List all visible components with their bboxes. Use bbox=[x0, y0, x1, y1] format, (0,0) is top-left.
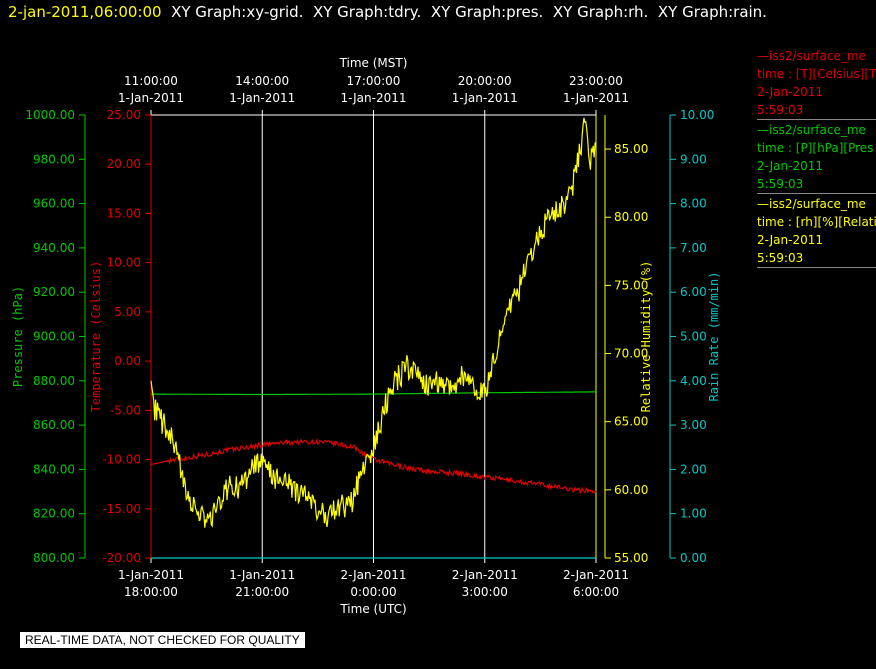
pressure-tick-label: 800.00 bbox=[33, 551, 75, 565]
rain-tick-label: 6.00 bbox=[680, 285, 707, 299]
rain-tick-label: 9.00 bbox=[680, 152, 707, 166]
graph-tab-pres[interactable]: XY Graph:pres. bbox=[430, 3, 544, 21]
top-tick-label-date: 1-Jan-2011 bbox=[452, 91, 518, 105]
temperature-series-line bbox=[150, 437, 597, 495]
graph-header: 2-jan-2011,06:00:00 XY Graph:xy-grid. XY… bbox=[8, 3, 767, 21]
pressure-tick-label: 840.00 bbox=[33, 462, 75, 476]
legend-entry-humidity[interactable]: —iss2/surface_me time : [rh][%][Relati 2… bbox=[757, 195, 876, 268]
pressure-tick-label: 860.00 bbox=[33, 418, 75, 432]
pressure-tick-label: 980.00 bbox=[33, 152, 75, 166]
temperature-tick-label: -15.00 bbox=[102, 502, 141, 516]
top-tick-label-date: 1-Jan-2011 bbox=[563, 91, 629, 105]
x-tick-label-time: 18:00:00 bbox=[124, 585, 178, 599]
legend-entry-pressure[interactable]: —iss2/surface_me time : [P][hPa][Pres 2-… bbox=[757, 121, 876, 194]
humidity-tick-label: 60.00 bbox=[614, 483, 648, 497]
rain-tick-label: 10.00 bbox=[680, 108, 714, 122]
top-axis-title: Time (MST) bbox=[339, 56, 408, 70]
humidity-axis-title: Relative Humidity (%) bbox=[639, 261, 653, 413]
pressure-tick-label: 900.00 bbox=[33, 330, 75, 344]
legend-time: 5:59:03 bbox=[757, 177, 804, 191]
top-tick-label-time: 23:00:00 bbox=[569, 74, 623, 88]
legend-line-label: —iss2/surface_me bbox=[757, 123, 866, 137]
temperature-axis-title: Temperature (Celsius) bbox=[89, 261, 103, 413]
rain-tick-label: 4.00 bbox=[680, 374, 707, 388]
temperature-tick-label: 0.00 bbox=[114, 354, 141, 368]
graph-tab-rain[interactable]: XY Graph:rain. bbox=[657, 3, 767, 21]
rain-tick-label: 0.00 bbox=[680, 551, 707, 565]
top-tick-label-time: 17:00:00 bbox=[347, 74, 401, 88]
legend-date: 2-Jan-2011 bbox=[757, 233, 823, 247]
humidity-tick-label: 85.00 bbox=[614, 142, 648, 156]
pressure-tick-label: 940.00 bbox=[33, 241, 75, 255]
temperature-tick-label: -5.00 bbox=[110, 403, 141, 417]
pressure-tick-label: 1000.00 bbox=[25, 108, 75, 122]
quality-warning: REAL-TIME DATA, NOT CHECKED FOR QUALITY bbox=[20, 632, 305, 648]
legend-date: 2-Jan-2011 bbox=[757, 85, 823, 99]
x-tick-label-date: 1-Jan-2011 bbox=[229, 568, 295, 582]
pressure-tick-label: 960.00 bbox=[33, 197, 75, 211]
rain-axis-title: Rain Rate (mm/min) bbox=[707, 271, 721, 401]
humidity-tick-label: 75.00 bbox=[614, 278, 648, 292]
legend-field: time : [T][Celsius][T bbox=[757, 67, 876, 81]
x-tick-label-date: 1-Jan-2011 bbox=[118, 568, 184, 582]
temperature-tick-label: 25.00 bbox=[107, 108, 141, 122]
legend-time: 5:59:03 bbox=[757, 251, 804, 265]
pressure-axis-title: Pressure (hPa) bbox=[11, 286, 25, 387]
top-tick-label-date: 1-Jan-2011 bbox=[229, 91, 295, 105]
legend-field: time : [rh][%][Relati bbox=[757, 215, 876, 229]
pressure-series-line bbox=[151, 391, 596, 396]
x-tick-label-time: 0:00:00 bbox=[350, 585, 396, 599]
legend-date: 2-Jan-2011 bbox=[757, 159, 823, 173]
legend-entry-temperature[interactable]: —iss2/surface_me time : [T][Celsius][T 2… bbox=[757, 47, 876, 120]
temperature-tick-label: 5.00 bbox=[114, 305, 141, 319]
x-tick-label-date: 2-Jan-2011 bbox=[563, 568, 629, 582]
pressure-tick-label: 880.00 bbox=[33, 374, 75, 388]
humidity-tick-label: 55.00 bbox=[614, 551, 648, 565]
x-tick-label-date: 2-Jan-2011 bbox=[452, 568, 518, 582]
legend-field: time : [P][hPa][Pres bbox=[757, 141, 874, 155]
top-tick-label-time: 20:00:00 bbox=[458, 74, 512, 88]
pressure-tick-label: 920.00 bbox=[33, 285, 75, 299]
temperature-tick-label: 15.00 bbox=[107, 206, 141, 220]
temperature-tick-label: -20.00 bbox=[102, 551, 141, 565]
rain-tick-label: 8.00 bbox=[680, 197, 707, 211]
legend: —iss2/surface_me time : [T][Celsius][T 2… bbox=[757, 47, 876, 269]
rain-tick-label: 2.00 bbox=[680, 462, 707, 476]
pressure-tick-label: 820.00 bbox=[33, 507, 75, 521]
x-tick-label-date: 2-Jan-2011 bbox=[341, 568, 407, 582]
top-tick-label-time: 14:00:00 bbox=[235, 74, 289, 88]
humidity-tick-label: 70.00 bbox=[614, 347, 648, 361]
humidity-tick-label: 65.00 bbox=[614, 415, 648, 429]
temperature-tick-label: -10.00 bbox=[102, 453, 141, 467]
x-tick-label-time: 6:00:00 bbox=[573, 585, 619, 599]
legend-line-label: —iss2/surface_me bbox=[757, 49, 866, 63]
rain-tick-label: 7.00 bbox=[680, 241, 707, 255]
top-tick-label-date: 1-Jan-2011 bbox=[118, 91, 184, 105]
legend-time: 5:59:03 bbox=[757, 103, 804, 117]
graph-tab-tdry[interactable]: XY Graph:tdry. bbox=[312, 3, 422, 21]
top-tick-label-date: 1-Jan-2011 bbox=[341, 91, 407, 105]
x-tick-label-time: 21:00:00 bbox=[235, 585, 289, 599]
rain-tick-label: 3.00 bbox=[680, 418, 707, 432]
x-tick-label-time: 3:00:00 bbox=[462, 585, 508, 599]
x-axis-title: Time (UTC) bbox=[339, 602, 406, 616]
rain-tick-label: 5.00 bbox=[680, 330, 707, 344]
temperature-tick-label: 20.00 bbox=[107, 157, 141, 171]
top-tick-label-time: 11:00:00 bbox=[124, 74, 178, 88]
graph-tab-rh[interactable]: XY Graph:rh. bbox=[552, 3, 649, 21]
humidity-tick-label: 80.00 bbox=[614, 210, 648, 224]
graph-tab-xy-grid[interactable]: XY Graph:xy-grid. bbox=[171, 3, 304, 21]
humidity-series-line bbox=[150, 117, 597, 528]
header-timestamp: 2-jan-2011,06:00:00 bbox=[8, 3, 162, 21]
rain-tick-label: 1.00 bbox=[680, 507, 707, 521]
temperature-tick-label: 10.00 bbox=[107, 256, 141, 270]
legend-line-label: —iss2/surface_me bbox=[757, 197, 866, 211]
